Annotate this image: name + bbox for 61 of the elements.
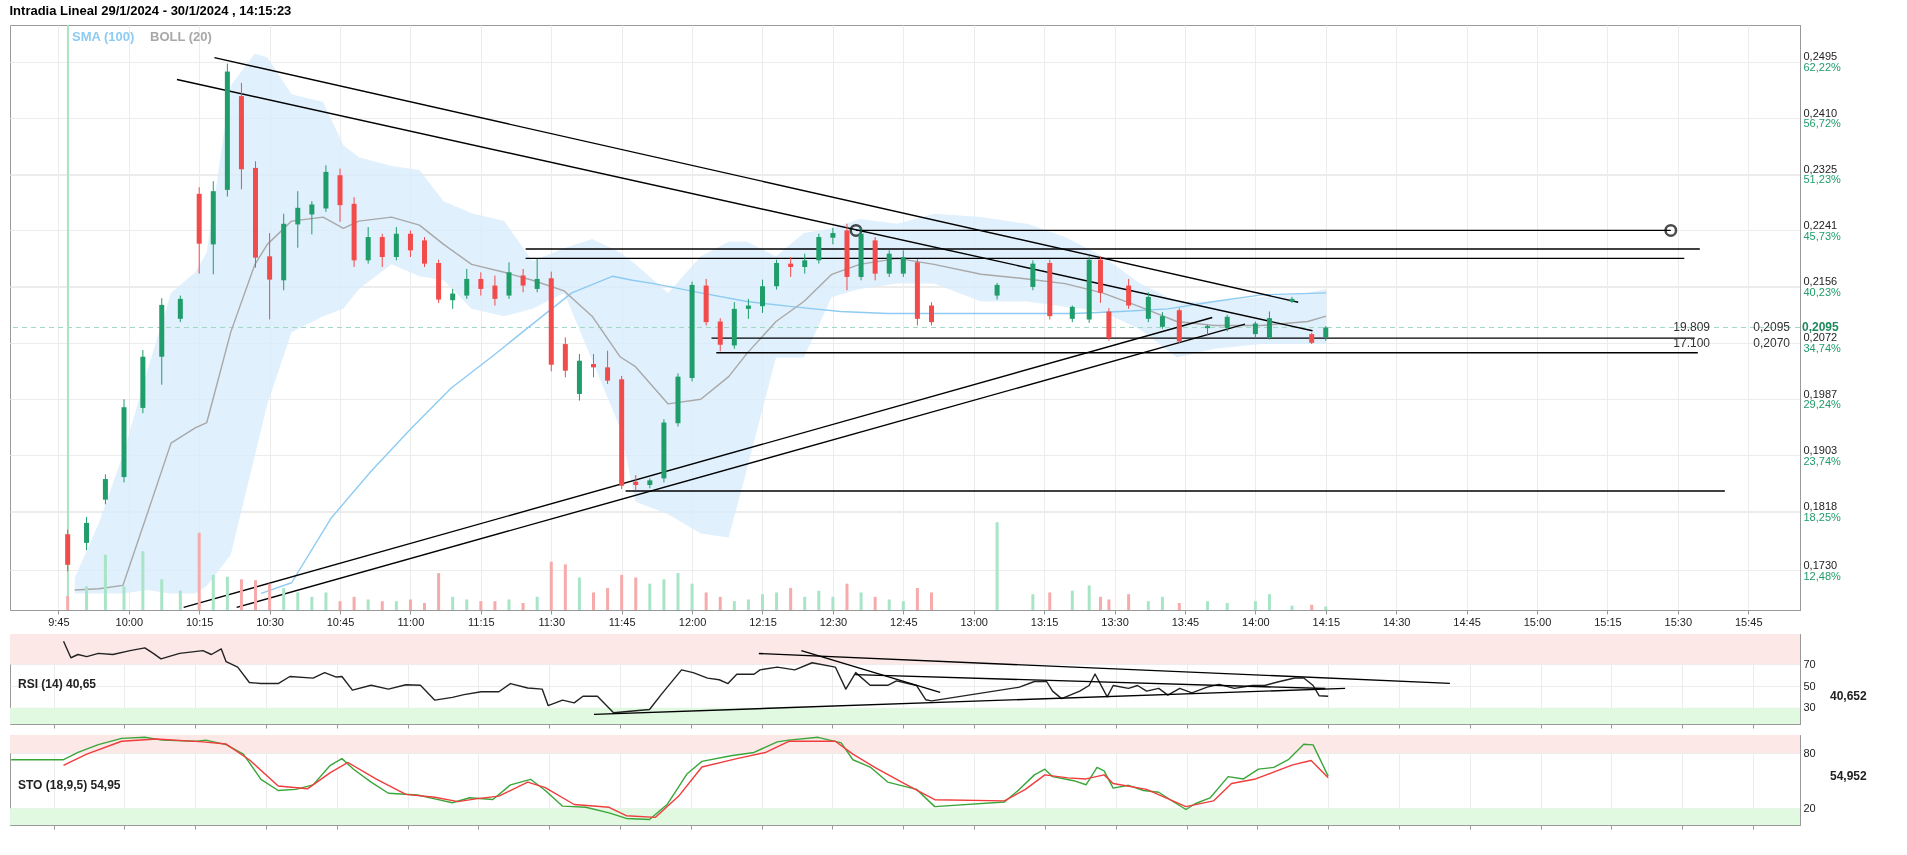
text: RSI (14) 40,65 <box>18 676 97 691</box>
y-tick-label: 80 <box>1803 746 1816 759</box>
x-tick-label: 13:45 <box>1171 615 1200 628</box>
x-tick-label: 13:15 <box>1030 615 1059 628</box>
y2-tick-label: 51,23% <box>1803 173 1842 186</box>
y-tick-label: 0,1818 <box>1803 500 1838 513</box>
y2-tick-label: 45,73% <box>1803 229 1842 242</box>
x-tick-label: 11:45 <box>608 615 636 628</box>
y2-tick-label: 62,22% <box>1803 61 1842 74</box>
x-tick-label: 13:00 <box>960 615 988 628</box>
x-tick-label: 13:30 <box>1101 615 1129 628</box>
x-tick-label: 14:00 <box>1242 615 1270 628</box>
x-tick-label: 15:00 <box>1523 615 1552 628</box>
y-tick-label: 0,1730 <box>1803 558 1838 571</box>
y-tick-label: 0,2072 <box>1803 331 1838 344</box>
x-tick-label: 9:45 <box>48 615 70 628</box>
x-tick-label: 10:15 <box>185 615 214 628</box>
y-tick-label: 0,2241 <box>1803 218 1838 231</box>
x-tick-label: 15:45 <box>1734 615 1763 628</box>
y-tick-label: 20 <box>1803 801 1816 814</box>
annotation: 0,2070 <box>1753 336 1791 351</box>
y2-tick-label: 34,74% <box>1803 342 1842 355</box>
y2-tick-label: 29,24% <box>1803 398 1842 411</box>
x-tick-label: 12:45 <box>890 615 918 628</box>
annotation: 19.809 <box>1673 320 1711 335</box>
x-tick-label: 11:00 <box>397 615 425 628</box>
x-tick-label: 10:00 <box>115 615 144 628</box>
x-tick-label: 14:15 <box>1312 615 1341 628</box>
y-tick-label: 70 <box>1803 657 1816 670</box>
chart-title: Intradia Lineal 29/1/2024 - 30/1/2024 , 14:15:23 <box>9 3 292 19</box>
text: BOLL (20) <box>150 29 212 44</box>
y-tick-label: 0,2156 <box>1803 275 1838 288</box>
y-tick-label: 50 <box>1803 679 1816 692</box>
y-tick-label: 30 <box>1803 701 1816 714</box>
x-tick-label: 10:45 <box>326 615 355 628</box>
y2-tick-label: 18,25% <box>1803 510 1842 523</box>
x-tick-label: 14:45 <box>1453 615 1481 628</box>
x-tick-label: 10:30 <box>256 615 284 628</box>
x-tick-label: 12:15 <box>749 615 777 628</box>
text: 40,652 <box>1830 689 1868 704</box>
y2-tick-label: 23,74% <box>1803 454 1842 467</box>
annotation: 17.100 <box>1673 336 1711 351</box>
y-tick-label: 0,1903 <box>1803 443 1838 456</box>
y-tick-label: 0,2495 <box>1803 50 1838 63</box>
y2-tick-label: 12,48% <box>1803 569 1842 582</box>
text: SMA (100) <box>72 29 135 44</box>
x-tick-label: 15:30 <box>1664 615 1693 628</box>
text: STO (18,9,5) 54,95 <box>18 777 121 792</box>
y-tick-label: 0,2410 <box>1803 106 1838 119</box>
y-tick-label: 0,1987 <box>1803 387 1838 400</box>
x-tick-label: 11:30 <box>538 615 566 628</box>
text: 54,952 <box>1830 769 1868 784</box>
x-tick-label: 12:00 <box>678 615 707 628</box>
y-tick-label: 0,2325 <box>1803 163 1838 176</box>
y2-tick-label: 56,72% <box>1803 117 1842 130</box>
x-tick-label: 15:15 <box>1594 615 1622 628</box>
y2-tick-label: 40,23% <box>1803 285 1842 298</box>
x-tick-label: 14:30 <box>1382 615 1411 628</box>
x-tick-label: 11:15 <box>467 615 495 628</box>
x-tick-label: 12:30 <box>819 615 848 628</box>
annotation: 0,2095 <box>1753 320 1791 335</box>
